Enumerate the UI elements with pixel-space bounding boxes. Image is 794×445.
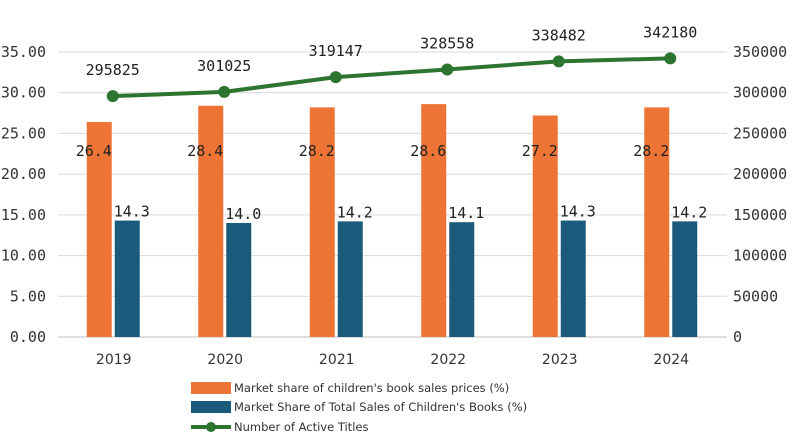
x-axis: 2019 2020 2021 2022 2023 2024: [96, 352, 689, 368]
left-tick-label: 30.00: [1, 84, 46, 102]
x-tick-label: 2021: [319, 352, 355, 368]
blue-bar-data-label: 14.1: [448, 204, 484, 222]
line-data-label: 338482: [532, 26, 586, 44]
left-tick-label: 5.00: [10, 287, 46, 305]
blue-bar-data-label: 14.3: [560, 203, 596, 221]
left-tick-label: 20.00: [1, 165, 46, 183]
right-tick-label: 300000: [733, 84, 787, 102]
orange-bar-data-label: 26.4: [76, 142, 112, 160]
right-tick-label: 350000: [733, 43, 787, 61]
active-titles-point: [329, 71, 342, 84]
bar-series: [86, 104, 698, 338]
orange-bar-data-label: 28.4: [187, 142, 223, 160]
bar-total-sales-share: [449, 222, 475, 337]
bar-children-sales-price-share: [198, 105, 224, 337]
line-data-label: 342180: [643, 23, 697, 41]
right-tick-label: 50000: [733, 287, 778, 305]
bar-total-sales-share: [560, 220, 586, 337]
right-tick-label: 150000: [733, 206, 787, 224]
left-y-axis: 0.00 5.00 10.00 15.00 20.00 25.00 30.00 35.00: [1, 43, 46, 346]
data-labels: 26.4 14.3 28.4 14.0 28.2 14.2 28.6 14.1 27.2 14.3…: [76, 23, 708, 223]
x-tick-label: 2019: [96, 352, 132, 368]
active-titles-point: [106, 90, 119, 103]
orange-bar-data-label: 27.2: [522, 142, 558, 160]
left-tick-label: 35.00: [1, 43, 46, 61]
legend-swatch-marker: [206, 422, 216, 432]
orange-bar-data-label: 28.6: [410, 142, 446, 160]
right-y-axis: 0 50000 100000 150000 200000 250000 300000 3500…: [733, 43, 787, 346]
bar-children-sales-price-share: [421, 104, 447, 337]
bar-children-sales-price-share: [644, 107, 670, 337]
legend-label: Market share of children's book sales pr…: [234, 381, 509, 395]
right-tick-label: 200000: [733, 165, 787, 183]
x-tick-label: 2023: [542, 352, 578, 368]
legend-label: Market Share of Total Sales of Children'…: [234, 400, 527, 414]
line-data-label: 301025: [197, 57, 251, 75]
active-titles-point: [664, 52, 677, 65]
legend: Market share of children's book sales pr…: [191, 381, 527, 434]
line-data-label: 328558: [420, 34, 474, 52]
x-tick-label: 2024: [653, 352, 689, 368]
line-data-label: 319147: [309, 42, 363, 60]
right-tick-label: 100000: [733, 247, 787, 265]
legend-swatch-orange: [191, 382, 231, 394]
line-series: [106, 52, 677, 103]
blue-bar-data-label: 14.3: [114, 203, 150, 221]
active-titles-point: [552, 55, 565, 68]
right-tick-label: 0: [733, 328, 742, 346]
x-tick-label: 2020: [207, 352, 243, 368]
left-tick-label: 25.00: [1, 124, 46, 142]
active-titles-line: [112, 56, 671, 99]
bar-total-sales-share: [337, 221, 363, 337]
blue-bar-data-label: 14.2: [671, 203, 707, 221]
active-titles-point: [441, 63, 454, 76]
left-tick-label: 0.00: [10, 328, 46, 346]
left-tick-label: 15.00: [1, 206, 46, 224]
bar-total-sales-share: [226, 223, 252, 337]
blue-bar-data-label: 14.0: [225, 205, 261, 223]
line-data-label: 295825: [86, 61, 140, 79]
orange-bar-data-label: 28.2: [299, 142, 335, 160]
right-tick-label: 250000: [733, 124, 787, 142]
left-tick-label: 10.00: [1, 247, 46, 265]
x-tick-label: 2022: [430, 352, 466, 368]
legend-swatch-blue: [191, 401, 231, 413]
bar-children-sales-price-share: [309, 107, 335, 337]
active-titles-point: [218, 85, 231, 98]
bar-children-sales-price-share: [86, 122, 112, 338]
bar-total-sales-share: [672, 221, 698, 337]
bar-children-sales-price-share: [532, 115, 558, 337]
orange-bar-data-label: 28.2: [633, 142, 669, 160]
legend-label: Number of Active Titles: [234, 420, 368, 434]
bar-total-sales-share: [114, 220, 140, 337]
blue-bar-data-label: 14.2: [337, 203, 373, 221]
